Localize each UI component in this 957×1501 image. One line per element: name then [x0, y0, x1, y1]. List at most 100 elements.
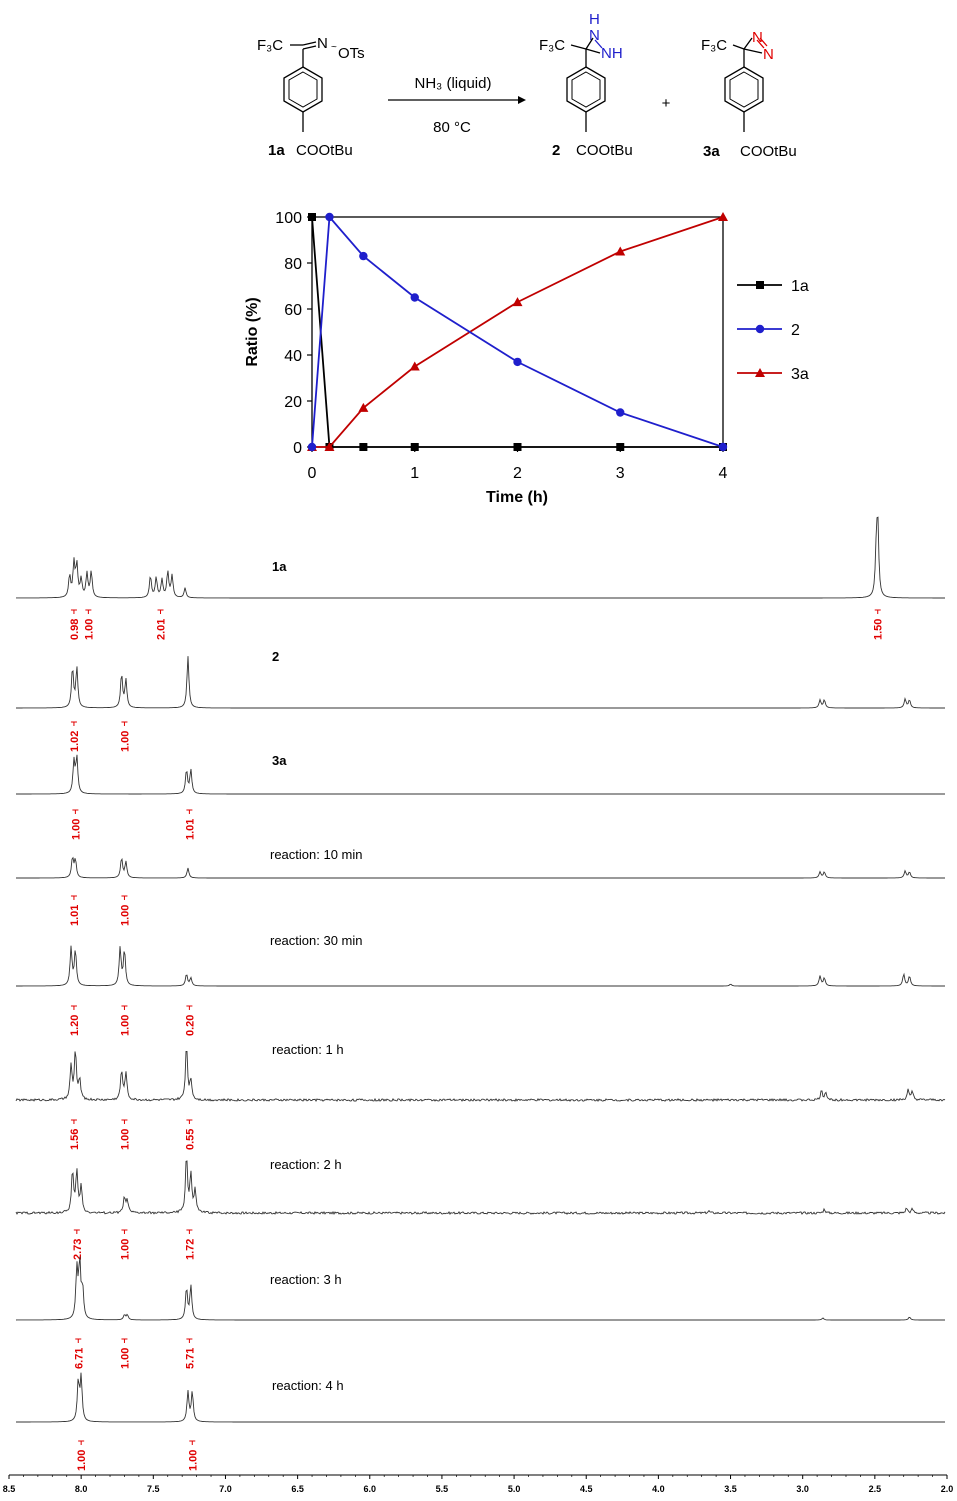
legend-marker — [755, 324, 765, 334]
plus-sign: + — [662, 95, 671, 112]
integral-value: 1.01 — [69, 905, 81, 926]
integral-marker: 2.01 — [156, 609, 168, 640]
integral-marker: 1.50 — [873, 609, 885, 640]
spectrum-label: reaction: 30 min — [270, 933, 363, 948]
data-point — [409, 361, 420, 371]
nmr-spectrum: 2 1.02 1.00 — [16, 649, 945, 752]
x-tick-label: 4 — [719, 465, 728, 482]
ppm-tick-label: 5.5 — [436, 1484, 449, 1494]
reactant-cf3-label: F₃C — [257, 37, 283, 54]
integral-marker: 1.00 — [70, 809, 82, 840]
legend: 1a 2 3a — [737, 278, 809, 383]
ppm-tick-label: 2.0 — [941, 1484, 954, 1494]
integral-value: 1.00 — [83, 619, 95, 640]
integral-value: 1.00 — [76, 1450, 88, 1471]
nmr-trace — [16, 516, 945, 599]
product2-nh-h: H — [589, 11, 600, 28]
product2-cf3-label: F₃C — [539, 37, 565, 54]
nmr-trace — [16, 1372, 945, 1423]
integral-marker: 1.00 — [76, 1440, 88, 1471]
ppm-tick-label: 6.0 — [364, 1484, 377, 1494]
compound-label-3a: 3a — [703, 143, 720, 160]
integral-value: 1.00 — [119, 1129, 131, 1150]
integral-marker: 1.01 — [184, 809, 196, 840]
integral-marker: 1.00 — [119, 721, 131, 752]
spectrum-label: reaction: 1 h — [272, 1042, 344, 1057]
data-point — [512, 297, 523, 307]
product3a-n1: N — [752, 29, 763, 46]
data-point — [615, 246, 626, 256]
integral-value: 1.01 — [184, 819, 196, 840]
ppm-tick-label: 8.5 — [3, 1484, 16, 1494]
integral-marker: 5.71 — [184, 1338, 196, 1369]
integral-marker: 6.71 — [73, 1338, 85, 1369]
nmr-trace — [16, 656, 945, 709]
data-point — [308, 213, 316, 221]
nmr-spectrum: reaction: 10 min 1.01 1.00 — [16, 847, 945, 926]
integral-value: 0.55 — [184, 1129, 196, 1150]
legend-label: 2 — [791, 322, 800, 339]
integral-value: 1.20 — [69, 1015, 81, 1036]
data-point — [359, 443, 368, 451]
integral-value: 1.00 — [187, 1450, 199, 1471]
product-2: F₃C H N NH 2 COOtBu — [539, 11, 633, 159]
conditions-temperature: 80 °C — [433, 119, 471, 136]
reaction-arrow: NH₃ (liquid) 80 °C — [388, 75, 526, 136]
nmr-trace — [16, 856, 945, 879]
y-tick-label: 0 — [293, 440, 302, 457]
nmr-trace — [16, 754, 945, 795]
integral-marker: 1.00 — [83, 609, 95, 640]
x-tick-label: 0 — [308, 465, 317, 482]
integral-value: 1.00 — [119, 1348, 131, 1369]
data-point — [410, 443, 419, 451]
nmr-trace — [16, 945, 945, 987]
integral-marker: 1.00 — [119, 895, 131, 926]
x-tick-label: 3 — [616, 465, 625, 482]
series-2 — [307, 212, 728, 452]
nmr-spectrum: 1a 0.98 1.00 2.01 1.50 — [16, 516, 945, 640]
integral-value: 0.20 — [184, 1015, 196, 1036]
data-point — [325, 212, 334, 222]
ppm-tick-label: 4.5 — [580, 1484, 593, 1494]
integral-value: 1.00 — [70, 819, 82, 840]
plot-frame — [311, 216, 724, 448]
integral-marker: 2.73 — [72, 1229, 84, 1260]
integral-marker: 1.00 — [187, 1440, 199, 1471]
spectrum-label: 1a — [272, 559, 287, 574]
integral-marker: 1.00 — [119, 1119, 131, 1150]
nmr-spectrum: reaction: 1 h 1.56 1.00 0.55 — [15, 1042, 946, 1150]
integral-marker: 1.00 — [119, 1229, 131, 1260]
conditions-reagent: NH₃ (liquid) — [415, 75, 492, 92]
integral-marker: 1.56 — [69, 1119, 81, 1150]
product-3a: F₃C N N 3a COOtBu — [701, 29, 797, 160]
data-point — [616, 408, 625, 417]
spectrum-label: 2 — [272, 649, 279, 664]
spectrum-label: reaction: 2 h — [270, 1157, 342, 1172]
nmr-trace — [15, 1051, 946, 1103]
nmr-spectrum: 3a 1.00 1.01 — [16, 753, 945, 840]
integral-value: 1.00 — [119, 1239, 131, 1260]
y-axis: 0 20 40 60 80 100 — [275, 210, 312, 457]
nmr-spectrum: reaction: 3 h 6.71 1.00 5.71 — [15, 1256, 945, 1369]
product2-nh: NH — [601, 45, 623, 62]
benzene-ring — [283, 66, 323, 113]
nmr-trace — [15, 1256, 945, 1321]
ppm-tick-label: 5.0 — [508, 1484, 521, 1494]
ppm-tick-label: 7.0 — [219, 1484, 232, 1494]
integral-value: 1.00 — [119, 731, 131, 752]
data-point — [410, 293, 419, 302]
nmr-trace — [15, 1160, 946, 1216]
nmr-spectrum: reaction: 4 h 1.00 1.00 — [16, 1372, 945, 1471]
series-line-2 — [311, 214, 724, 448]
ppm-tick-label: 6.5 — [291, 1484, 304, 1494]
x-tick-label: 1 — [410, 465, 419, 482]
benzene-ring — [724, 66, 764, 113]
ppm-tick-label: 7.5 — [147, 1484, 160, 1494]
data-point — [324, 442, 335, 451]
integral-value: 1.00 — [119, 1015, 131, 1036]
integral-value: 1.02 — [69, 731, 81, 752]
compound-label-1a: 1a — [268, 142, 285, 159]
y-tick-label: 100 — [275, 210, 302, 227]
series-layer — [307, 212, 728, 452]
data-point — [513, 357, 522, 367]
